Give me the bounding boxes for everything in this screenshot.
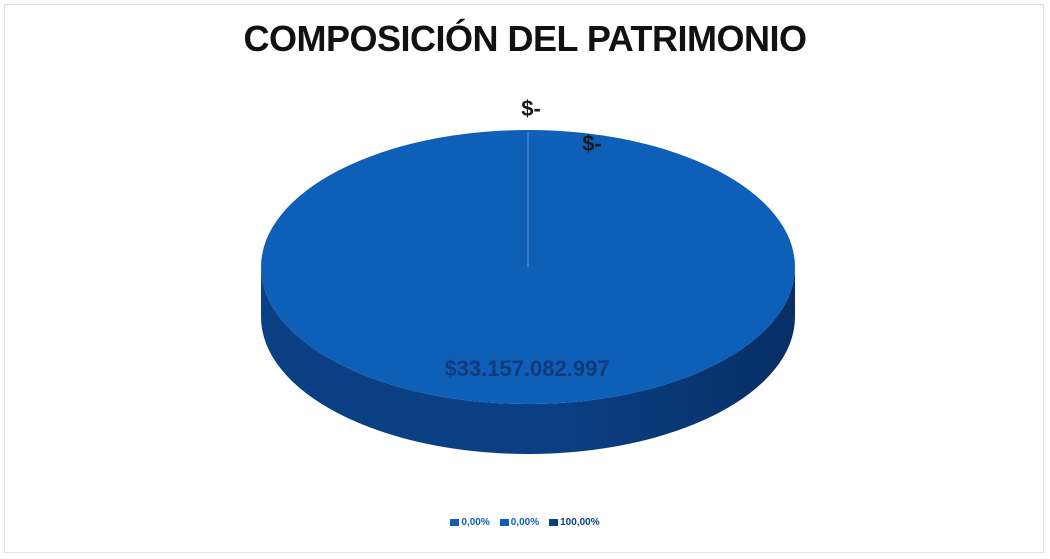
legend-swatch xyxy=(450,519,460,526)
data-label-0: $- xyxy=(521,96,541,121)
legend-item-2: 100,00% xyxy=(549,517,600,528)
data-label-2: $33.157.082.997 xyxy=(444,356,609,381)
legend-item-0: 0,00% xyxy=(450,517,490,528)
pie-side xyxy=(261,267,795,454)
legend-swatch xyxy=(549,519,559,526)
chart-frame xyxy=(4,4,1044,553)
legend-label: 0,00% xyxy=(510,517,540,528)
chart-legend: 0,00% 0,00% 100,00% xyxy=(0,517,1050,528)
legend-swatch xyxy=(499,519,509,526)
legend-label: 0,00% xyxy=(461,517,490,528)
legend-item-1: 0,00% xyxy=(499,517,540,528)
chart-title: COMPOSICIÓN DEL PATRIMONIO xyxy=(243,18,807,59)
data-label-1: $- xyxy=(582,131,602,156)
legend-label: 100,00% xyxy=(560,517,600,528)
